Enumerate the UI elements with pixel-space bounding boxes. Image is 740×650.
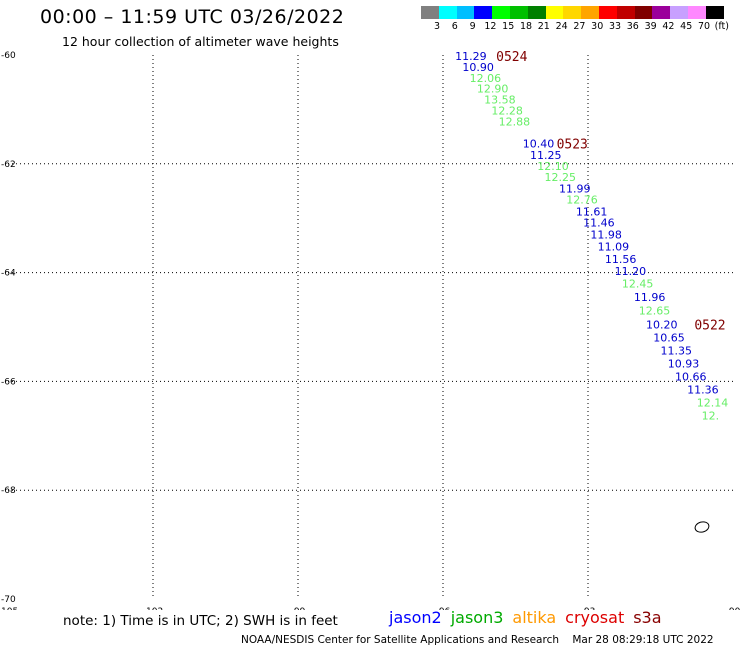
jason3-wave-height-label: 12.45 — [622, 277, 654, 290]
colorbar-ticks: 3 6 9 12 15 18 21 24 27 30 33 36 39 42 45 70 (ft) — [421, 21, 739, 35]
jason2-wave-height-label: 11.35 — [661, 344, 693, 357]
small-island-outline — [694, 521, 710, 533]
colorbar-swatch — [652, 6, 671, 19]
colorbar-swatch — [545, 6, 564, 19]
jason2-wave-height-label: 10.20 — [646, 318, 678, 331]
jason3-wave-height-label: 12.14 — [697, 397, 729, 410]
axis-layer: -105 -102 -99 -96 -93 -90 -60 -62 -64 -66 -68 -70 — [0, 51, 740, 610]
y-tick-label: -70 — [1, 595, 16, 605]
jason3-wave-height-label: 12.76 — [566, 194, 598, 207]
colorbar-tick-label: 45 — [680, 21, 693, 32]
jason2-wave-height-label: 11.61 — [576, 206, 608, 219]
jason2-wave-height-label: 11.96 — [634, 291, 666, 304]
colorbar-tick-label: 39 — [644, 21, 657, 32]
jason2-wave-height-label: 11.99 — [559, 182, 591, 195]
jason3-wave-height-label: 12.90 — [477, 83, 509, 96]
y-tick-label: -62 — [1, 160, 16, 170]
y-tick-label: -68 — [1, 486, 16, 496]
colorbar-swatch — [634, 6, 653, 19]
jason2-wave-height-label: 11.98 — [590, 229, 622, 242]
y-tick-label: -64 — [1, 269, 16, 279]
jason2-wave-height-label: 10.90 — [462, 61, 494, 74]
jason2-wave-height-label: 10.65 — [653, 331, 685, 344]
colorbar-swatch — [581, 6, 599, 19]
jason2-wave-height-label: 11.36 — [687, 384, 719, 397]
x-tick-label: -99 — [291, 607, 306, 610]
colorbar-swatch — [456, 6, 475, 19]
chart-subtitle: 12 hour collection of altimeter wave hei… — [62, 34, 339, 49]
colorbar-swatch — [474, 6, 493, 19]
pass-time-label: 0522 — [694, 318, 725, 333]
credit-line: NOAA/NESDIS Center for Satellite Applica… — [241, 634, 714, 646]
legend-item-jason2: jason2 — [389, 608, 442, 627]
colorbar-swatch — [598, 6, 617, 19]
jason3-wave-height-label: 12. — [702, 410, 720, 423]
y-tick-label: -60 — [1, 51, 16, 61]
jason3-wave-height-label: 12.10 — [537, 160, 569, 173]
colorbar-tick-label: 15 — [502, 21, 515, 32]
colorbar-swatch — [438, 6, 457, 19]
x-tick-label: -93 — [581, 607, 596, 610]
pass-time-label: 0523 — [557, 138, 588, 153]
colorbar-tick-label: 6 — [451, 21, 458, 32]
colorbar-tick-label: 9 — [469, 21, 476, 32]
jason2-wave-height-label: 10.40 — [523, 138, 555, 151]
jason2-wave-height-label: 11.29 — [455, 50, 487, 63]
jason2-wave-height-label: 10.66 — [675, 371, 707, 384]
jason3-wave-height-label: 12.88 — [499, 115, 531, 128]
colorbar-tick-label: 3 — [433, 21, 441, 32]
colorbar-tick-label: 33 — [608, 21, 622, 32]
colorbar-swatch — [563, 6, 582, 19]
colorbar-swatch — [705, 6, 724, 19]
colorbar — [421, 6, 724, 19]
legend-item-s3a: s3a — [633, 608, 662, 627]
legend-item-cryosat: cryosat — [565, 608, 625, 627]
grid-layer — [8, 55, 733, 599]
jason2-wave-height-label: 11.56 — [605, 253, 637, 266]
colorbar-tick-label: 42 — [662, 21, 675, 32]
colorbar-tick-label: (ft) — [714, 21, 729, 32]
jason3-wave-height-label: 12.28 — [491, 104, 523, 117]
colorbar-swatch — [527, 6, 546, 19]
colorbar-swatch — [616, 6, 635, 19]
satellite-legend: jason2 jason3 altika cryosat s3a — [389, 608, 671, 627]
colorbar-swatch — [509, 6, 528, 19]
x-tick-label: -105 — [0, 607, 18, 610]
jason3-wave-height-label: 13.58 — [484, 94, 516, 107]
jason2-wave-height-label: 10.93 — [668, 357, 700, 370]
jason2-wave-height-label: 11.09 — [598, 240, 630, 253]
colorbar-tick-label: 12 — [484, 21, 497, 32]
colorbar-tick-label: 70 — [697, 21, 711, 32]
colorbar-tick-label: 24 — [555, 21, 568, 32]
x-tick-label: -102 — [143, 607, 163, 610]
chart-title: 00:00 – 11:59 UTC 03/26/2022 — [40, 6, 345, 28]
jason3-wave-height-label: 12.06 — [470, 72, 502, 85]
colorbar-swatch — [492, 6, 510, 19]
jason2-wave-height-label: 11.25 — [530, 149, 562, 162]
colorbar-tick-label: 27 — [573, 21, 586, 32]
x-tick-label: -96 — [436, 607, 451, 610]
jason2-wave-height-label: 11.20 — [615, 265, 647, 278]
footer-note: note: 1) Time is in UTC; 2) SWH is in fe… — [63, 613, 338, 629]
legend-item-altika: altika — [512, 608, 557, 627]
jason2-wave-height-label: 11.46 — [583, 217, 615, 230]
colorbar-swatch — [421, 6, 439, 19]
x-tick-label: -90 — [726, 607, 740, 610]
pass-time-label: 0524 — [496, 50, 527, 65]
colorbar-swatch — [687, 6, 706, 19]
colorbar-swatch — [670, 6, 688, 19]
legend-item-jason3: jason3 — [450, 608, 504, 627]
jason3-wave-height-label: 12.65 — [639, 305, 671, 318]
altimeter-plot: -105 -102 -99 -96 -93 -90 -60 -62 -64 -66 -68 -70 1… — [0, 50, 740, 610]
jason3-wave-height-label: 12.25 — [545, 171, 577, 184]
colorbar-tick-label: 30 — [591, 21, 604, 32]
colorbar-tick-label: 21 — [537, 21, 550, 32]
y-tick-label: -66 — [1, 377, 16, 387]
colorbar-tick-label: 36 — [626, 21, 639, 32]
colorbar-tick-label: 18 — [519, 21, 533, 32]
